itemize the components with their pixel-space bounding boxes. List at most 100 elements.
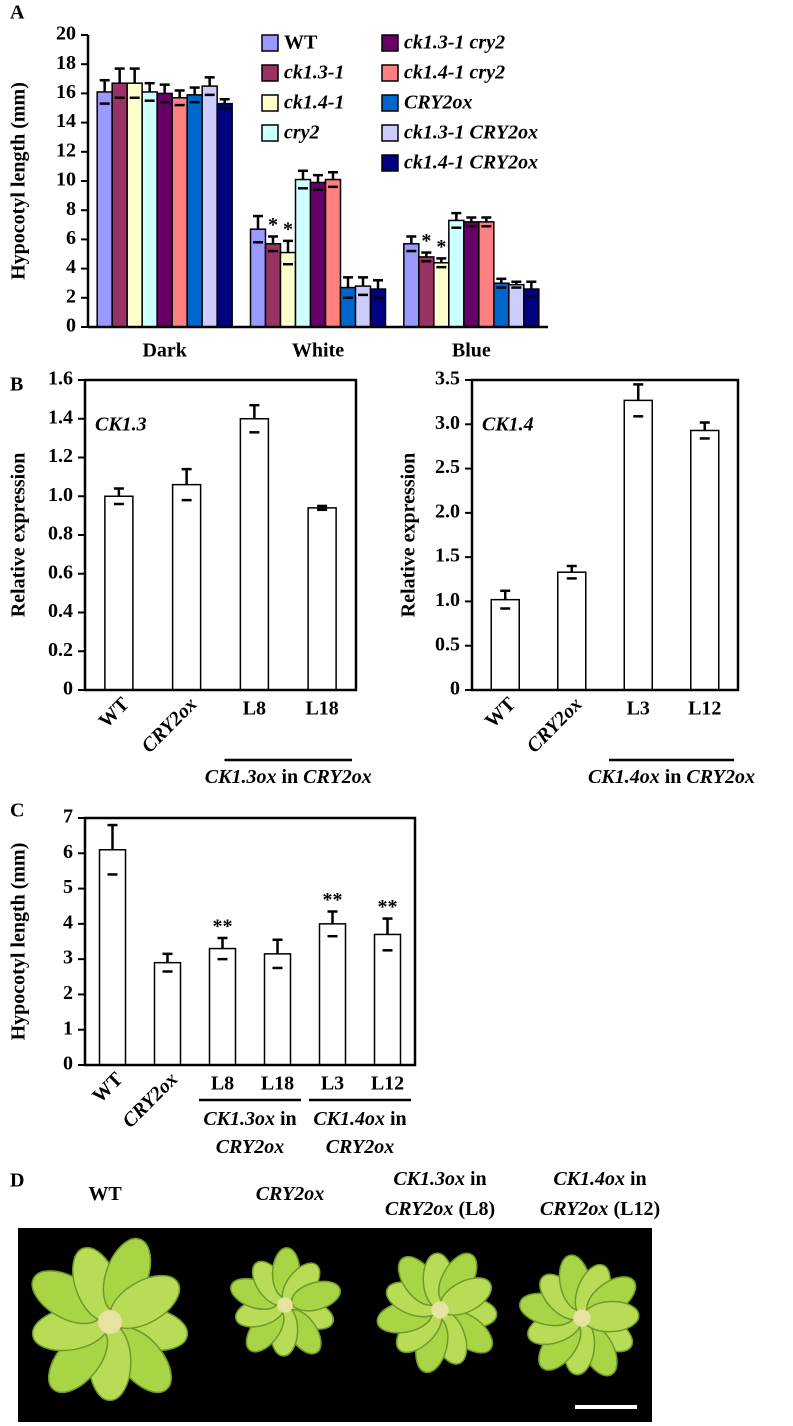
- bar: [98, 849, 127, 1066]
- plants: [31, 1237, 640, 1402]
- bar: [318, 923, 347, 1066]
- bar: [354, 285, 372, 328]
- y-tick-label: 8: [66, 198, 76, 220]
- group-label: CRY2ox: [326, 1136, 395, 1158]
- y-tick-label: 1.2: [48, 445, 73, 467]
- y-tick-label: 3: [63, 947, 73, 969]
- group-label: CK1.3ox in: [203, 1108, 296, 1130]
- y-tick-label: 6: [63, 841, 73, 863]
- x-tick-label: WT: [95, 693, 135, 733]
- rosette-center: [431, 1301, 449, 1319]
- x-tick-label: WT: [88, 1068, 128, 1108]
- photo-label: CK1.3ox in: [393, 1168, 486, 1190]
- x-tick-label: L8: [243, 698, 266, 720]
- bar: [403, 243, 420, 328]
- panel-label: C: [10, 800, 24, 822]
- label-part: CRY2ox: [385, 1198, 454, 1220]
- y-axis-label: Relative expression: [398, 453, 420, 618]
- legend-swatch: [381, 64, 399, 82]
- bar: [171, 483, 202, 691]
- bar: [309, 181, 327, 328]
- bar: [557, 571, 587, 691]
- y-tick-label: 1.5: [435, 545, 460, 567]
- label-part: in: [280, 1108, 297, 1130]
- y-tick-label: 0.5: [435, 633, 460, 655]
- significance: *: [268, 214, 278, 236]
- x-tick-label: White: [292, 340, 344, 362]
- bar: [523, 288, 540, 328]
- legend-label: ck1.3-1 CRY2ox: [404, 122, 538, 144]
- x-tick-label: Dark: [142, 340, 187, 362]
- label-part: in: [470, 1168, 487, 1190]
- y-tick-label: 0: [63, 678, 73, 700]
- significance: **: [323, 889, 343, 911]
- bar: [264, 243, 282, 328]
- y-tick-label: 0: [63, 1053, 73, 1075]
- group-label: CK1.4ox in CRY2ox: [588, 766, 755, 788]
- y-axis-label: Relative expression: [8, 453, 30, 618]
- legend-label: ck1.3-1 cry2: [404, 32, 505, 54]
- label-part: CK1.3ox: [205, 766, 277, 788]
- legend-swatch: [261, 64, 279, 82]
- x-tick-label: WT: [481, 693, 521, 733]
- bar: [324, 178, 342, 328]
- y-tick-label: 10: [56, 169, 76, 191]
- y-tick-label: 1.6: [48, 368, 73, 390]
- x-tick-label: L3: [321, 1073, 344, 1095]
- group-label: CK1.4ox in: [313, 1108, 406, 1130]
- y-tick-label: 4: [66, 256, 76, 278]
- bar: [478, 221, 495, 328]
- y-tick-label: 6: [66, 227, 76, 249]
- label-part: CK1.3ox: [393, 1168, 465, 1190]
- plot-frame: [83, 378, 358, 692]
- photo-label: CRY2ox: [256, 1183, 325, 1205]
- label-part: CRY2ox: [256, 1183, 325, 1205]
- panel-label: D: [10, 1170, 24, 1192]
- label-part: WT: [88, 1183, 122, 1205]
- bar: [201, 85, 218, 328]
- legend-label: ck1.4-1 CRY2ox: [404, 152, 538, 174]
- y-tick-label: 1.0: [48, 484, 73, 506]
- significance: *: [283, 218, 293, 240]
- rosette-center: [573, 1309, 591, 1327]
- y-tick-label: 1.0: [435, 589, 460, 611]
- bar: [508, 283, 525, 328]
- bar: [463, 221, 480, 328]
- legend-label: ck1.3-1: [284, 62, 345, 84]
- y-tick-label: 12: [56, 139, 76, 161]
- bar: [186, 94, 203, 328]
- significance: **: [378, 896, 398, 918]
- y-tick-label: 0.4: [48, 600, 73, 622]
- x-tick-label: L12: [688, 698, 721, 720]
- inner-label: CK1.3: [95, 414, 147, 436]
- y-tick-label: 1: [63, 1017, 73, 1039]
- bar: [448, 219, 465, 328]
- plot-frame: [470, 378, 740, 692]
- y-tick-label: 20: [56, 23, 76, 45]
- bar: [623, 399, 653, 691]
- label-part: CRY2ox: [686, 766, 755, 788]
- legend-swatch: [381, 124, 399, 142]
- label-part: in: [390, 1108, 407, 1130]
- bar: [153, 961, 182, 1066]
- label-part: CRY2ox: [216, 1136, 285, 1158]
- bar: [96, 91, 113, 328]
- y-tick-label: 0.8: [48, 523, 73, 545]
- y-tick-label: 2.0: [435, 500, 460, 522]
- label-part: CK1.3ox: [203, 1108, 275, 1130]
- label-part: in: [281, 766, 298, 788]
- legend-label: ck1.4-1 cry2: [404, 62, 505, 84]
- legend-swatch: [381, 94, 399, 112]
- legend-swatch: [381, 154, 399, 172]
- label-part: CK1.4ox: [553, 1168, 625, 1190]
- bar: [418, 256, 435, 328]
- label-part: in: [665, 766, 682, 788]
- bar: [156, 92, 173, 328]
- legend-swatch: [261, 124, 279, 142]
- x-tick-label: CRY2ox: [523, 693, 587, 757]
- legend-label: ck1.4-1: [284, 92, 345, 114]
- legend-label: CRY2ox: [404, 92, 473, 114]
- rosette-center: [277, 1297, 293, 1313]
- bar: [490, 598, 520, 691]
